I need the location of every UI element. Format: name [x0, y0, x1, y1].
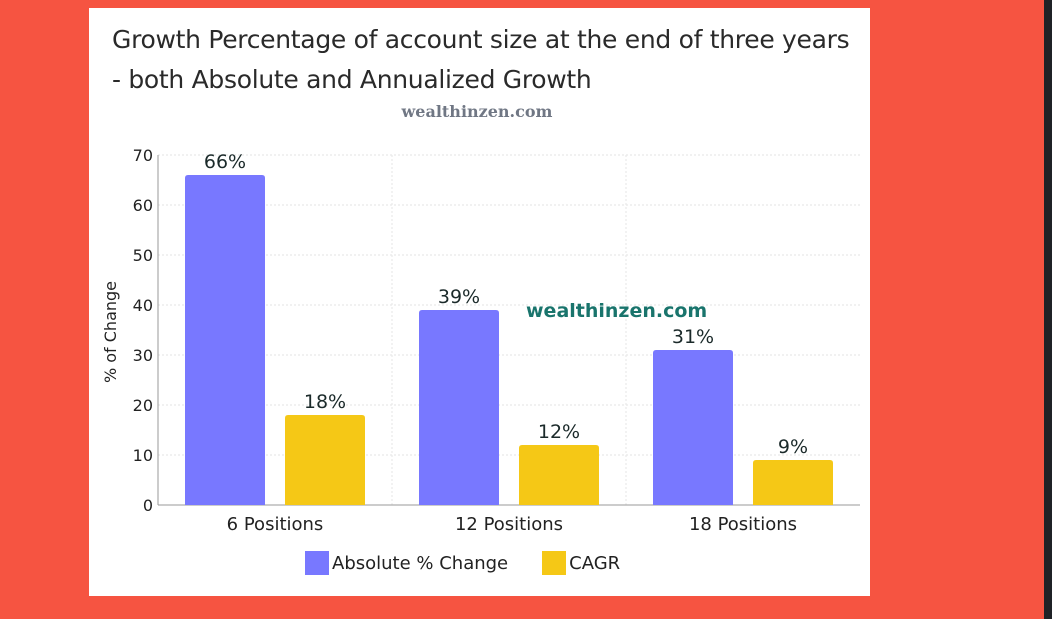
y-tick-label-50: 50 — [133, 246, 153, 265]
legend-label-cagr: CAGR — [569, 552, 621, 574]
bar-value-labels: 66% 18% 39% 12% 31% 9% — [204, 151, 808, 458]
axes — [157, 155, 860, 506]
bar-cagr-0[interactable] — [285, 415, 365, 505]
x-tick-labels: 6 Positions 12 Positions 18 Positions — [227, 514, 797, 535]
bar-cagr-1[interactable] — [519, 445, 599, 505]
y-tick-labels: 0 10 20 30 40 50 60 70 — [133, 146, 153, 515]
chart-legend: Absolute % Change CAGR — [305, 551, 654, 575]
bar-absolute-change-1[interactable] — [419, 310, 499, 505]
bar-label-cagr-1: 12% — [538, 421, 580, 443]
legend-label-absolute: Absolute % Change — [332, 552, 509, 574]
window-edge — [1044, 0, 1052, 619]
bar-label-cagr-0: 18% — [304, 391, 346, 413]
bars — [185, 175, 833, 505]
chart-watermark: wealthinzen.com — [526, 300, 707, 322]
bar-absolute-change-0[interactable] — [185, 175, 265, 505]
legend-item-cagr[interactable]: CAGR — [542, 551, 620, 575]
gridlines — [158, 154, 860, 505]
y-tick-label-30: 30 — [133, 346, 153, 365]
legend-swatch-cagr — [542, 551, 567, 575]
chart-title: Growth Percentage of account size at the… — [112, 25, 850, 94]
x-tick-label-0: 6 Positions — [227, 514, 324, 535]
legend-swatch-absolute — [305, 551, 329, 575]
y-tick-label-60: 60 — [133, 196, 153, 215]
y-axis-title: % of Change — [101, 281, 120, 383]
y-tick-label-70: 70 — [133, 146, 153, 165]
y-tick-label-20: 20 — [133, 396, 153, 415]
bar-label-absolute-change-2: 31% — [672, 326, 714, 348]
bar-absolute-change-2[interactable] — [653, 350, 733, 505]
bar-label-absolute-change-0: 66% — [204, 151, 246, 173]
x-tick-label-2: 18 Positions — [689, 514, 797, 535]
chart-subtitle: wealthinzen.com — [401, 102, 553, 121]
bar-chart: 0 10 20 30 40 50 60 70 % of Change 66% 18% 39% 12%… — [101, 146, 860, 535]
x-tick-label-1: 12 Positions — [455, 514, 563, 535]
y-tick-label-0: 0 — [143, 496, 153, 515]
y-tick-label-40: 40 — [133, 296, 153, 315]
bar-label-cagr-2: 9% — [778, 436, 808, 458]
legend-item-absolute[interactable]: Absolute % Change — [305, 551, 508, 575]
bar-cagr-2[interactable] — [753, 460, 833, 505]
y-tick-label-10: 10 — [133, 446, 153, 465]
chart-card: Growth Percentage of account size at the… — [89, 8, 870, 596]
bar-label-absolute-change-1: 39% — [438, 286, 480, 308]
